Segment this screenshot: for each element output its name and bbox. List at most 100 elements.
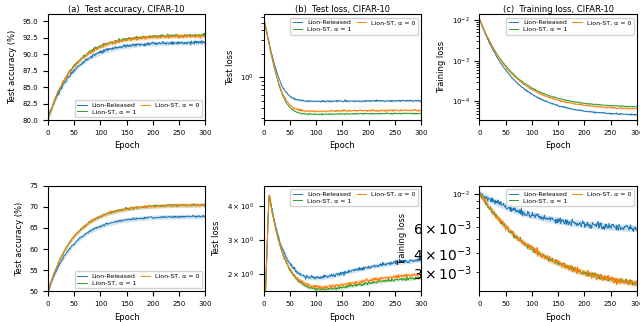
Lion-ST, α = 1 (628, 283, 636, 287)
Lion-ST, α = 0 (403, 108, 411, 112)
Lion-ST, α = 0 (477, 19, 484, 23)
Lion-ST, α = 0 (138, 37, 145, 41)
Lion-Released (417, 257, 425, 260)
Lion-ST, α = 0 (138, 35, 146, 39)
Lion-ST, α = 1 (141, 205, 148, 209)
Lion-ST, α = 1 (608, 277, 616, 281)
Lion-Released (354, 269, 362, 272)
Lion-ST, α = 0 (417, 272, 425, 276)
Lion-ST, α = 0 (177, 33, 184, 37)
Lion-Released (187, 215, 195, 219)
Lion-ST, α = 1 (202, 33, 209, 37)
Lion-Released (608, 222, 616, 226)
Lion-ST, α = 1 (355, 112, 362, 116)
X-axis label: Epoch: Epoch (114, 313, 140, 322)
Lion-ST, α = 1 (633, 281, 640, 285)
Lion-Released (477, 193, 484, 197)
Y-axis label: Training loss: Training loss (398, 213, 407, 265)
Lion-Released (569, 220, 577, 224)
Lion-ST, α = 1 (355, 283, 362, 287)
Lion-ST, α = 0 (357, 280, 365, 284)
Lion-ST, α = 0 (141, 205, 148, 209)
Lion-Released (45, 114, 52, 118)
X-axis label: Epoch: Epoch (330, 141, 355, 150)
Line: Lion-ST, α = 1: Lion-ST, α = 1 (49, 33, 205, 118)
Lion-ST, α = 0 (200, 202, 208, 206)
Lion-ST, α = 1 (476, 18, 484, 22)
Lion-ST, α = 0 (393, 108, 401, 112)
Lion-ST, α = 1 (572, 100, 580, 104)
Y-axis label: Test loss: Test loss (225, 50, 235, 85)
Legend: Lion-Released, Lion-ST, α = 1, Lion-ST, α = 0: Lion-Released, Lion-ST, α = 1, Lion-ST, … (506, 189, 634, 206)
Lion-ST, α = 1 (138, 205, 145, 209)
Lion-ST, α = 0 (618, 106, 626, 110)
Lion-ST, α = 1 (261, 311, 269, 315)
Lion-ST, α = 0 (477, 195, 484, 199)
Lion-ST, α = 0 (403, 272, 411, 276)
Lion-Released (633, 112, 640, 116)
Lion-ST, α = 1 (476, 192, 484, 196)
Lion-ST, α = 1 (45, 286, 53, 290)
Legend: Lion-Released, Lion-ST, α = 1, Lion-ST, α = 0: Lion-Released, Lion-ST, α = 1, Lion-ST, … (75, 271, 202, 288)
Lion-ST, α = 0 (138, 205, 145, 209)
Lion-Released (45, 287, 53, 291)
Y-axis label: Training loss: Training loss (437, 41, 446, 93)
Lion-Released (45, 113, 53, 117)
Lion-ST, α = 0 (633, 282, 640, 286)
Lion-ST, α = 0 (626, 107, 634, 111)
Lion-Released (138, 43, 145, 47)
Title: (c)  Training loss, CIFAR-10: (c) Training loss, CIFAR-10 (502, 5, 614, 14)
Lion-Released (355, 268, 362, 272)
Lion-ST, α = 0 (202, 204, 209, 207)
Lion-Released (354, 99, 362, 103)
Lion-ST, α = 0 (261, 22, 269, 26)
Lion-ST, α = 1 (177, 34, 184, 38)
Lion-ST, α = 0 (265, 194, 273, 197)
Line: Lion-ST, α = 0: Lion-ST, α = 0 (264, 21, 421, 112)
Lion-Released (393, 99, 401, 103)
Lion-ST, α = 0 (45, 285, 53, 289)
Lion-ST, α = 1 (569, 267, 577, 271)
Lion-ST, α = 0 (476, 191, 484, 195)
Lion-Released (618, 226, 626, 230)
Lion-ST, α = 0 (608, 276, 616, 279)
Y-axis label: Test loss: Test loss (212, 221, 221, 256)
Lion-ST, α = 0 (572, 269, 580, 273)
Legend: Lion-Released, Lion-ST, α = 1, Lion-ST, α = 0: Lion-Released, Lion-ST, α = 1, Lion-ST, … (291, 189, 418, 206)
Lion-ST, α = 1 (141, 36, 148, 40)
Lion-Released (631, 113, 639, 117)
Lion-ST, α = 0 (569, 267, 577, 271)
Lion-ST, α = 0 (355, 109, 362, 113)
Lion-ST, α = 0 (138, 205, 146, 209)
Lion-ST, α = 1 (633, 105, 640, 109)
Lion-Released (355, 99, 362, 103)
Line: Lion-ST, α = 0: Lion-ST, α = 0 (264, 195, 421, 322)
Lion-Released (202, 214, 209, 218)
Lion-ST, α = 1 (45, 113, 53, 117)
Lion-ST, α = 0 (355, 281, 362, 285)
Lion-ST, α = 0 (417, 109, 425, 112)
Lion-ST, α = 1 (304, 113, 312, 117)
Lion-ST, α = 0 (572, 102, 580, 106)
Line: Lion-ST, α = 1: Lion-ST, α = 1 (264, 196, 421, 322)
Line: Lion-ST, α = 1: Lion-ST, α = 1 (264, 21, 421, 115)
Line: Lion-Released: Lion-Released (49, 41, 205, 116)
Lion-ST, α = 0 (45, 116, 52, 120)
Lion-ST, α = 1 (357, 283, 365, 287)
Lion-ST, α = 0 (45, 287, 52, 290)
Lion-ST, α = 0 (608, 105, 616, 109)
Lion-Released (138, 216, 146, 220)
X-axis label: Epoch: Epoch (114, 141, 140, 150)
Lion-Released (357, 99, 365, 103)
Lion-Released (261, 311, 269, 315)
Lion-ST, α = 1 (45, 116, 52, 120)
Line: Lion-Released: Lion-Released (480, 192, 637, 232)
Lion-Released (260, 18, 268, 22)
Legend: Lion-Released, Lion-ST, α = 1, Lion-ST, α = 0: Lion-Released, Lion-ST, α = 1, Lion-ST, … (75, 100, 202, 117)
Line: Lion-ST, α = 1: Lion-ST, α = 1 (49, 204, 205, 290)
Lion-ST, α = 1 (261, 21, 269, 25)
Lion-ST, α = 1 (618, 278, 626, 282)
Legend: Lion-Released, Lion-ST, α = 1, Lion-ST, α = 0: Lion-Released, Lion-ST, α = 1, Lion-ST, … (506, 18, 634, 35)
Lion-Released (198, 39, 205, 43)
Lion-Released (45, 288, 52, 292)
